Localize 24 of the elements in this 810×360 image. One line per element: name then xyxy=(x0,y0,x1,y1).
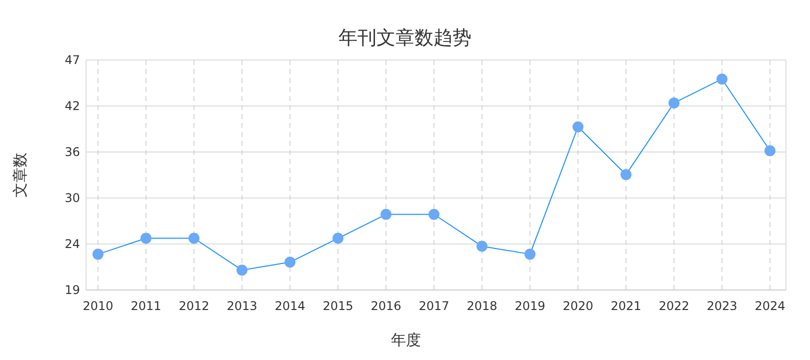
x-tick-label: 2016 xyxy=(370,299,402,313)
x-tick-label: 2020 xyxy=(562,299,594,313)
x-tick-label: 2013 xyxy=(226,299,258,313)
x-tick-label: 2019 xyxy=(514,299,546,313)
x-tick-label: 2018 xyxy=(466,299,498,313)
y-tick-label: 19 xyxy=(64,283,80,297)
y-tick-label: 24 xyxy=(64,237,80,251)
x-tick-label: 2015 xyxy=(322,299,354,313)
x-tick-label: 2022 xyxy=(658,299,690,313)
y-axis-title: 文章数 xyxy=(11,152,29,198)
y-tick-label: 42 xyxy=(64,99,80,113)
x-axis-title: 年度 xyxy=(391,331,421,349)
x-tick-label: 2024 xyxy=(754,299,786,313)
y-tick-label: 47 xyxy=(64,53,80,67)
x-tick-label: 2010 xyxy=(82,299,114,313)
x-tick-label: 2023 xyxy=(706,299,738,313)
x-tick-label: 2012 xyxy=(178,299,210,313)
x-tick-label: 2017 xyxy=(418,299,450,313)
x-tick-label: 2021 xyxy=(610,299,642,313)
chart-title: 年刊文章数趋势 xyxy=(338,27,472,49)
y-tick-label: 30 xyxy=(64,191,80,205)
y-tick-label: 36 xyxy=(64,145,80,159)
x-tick-label: 2011 xyxy=(130,299,162,313)
x-tick-label: 2014 xyxy=(274,299,306,313)
